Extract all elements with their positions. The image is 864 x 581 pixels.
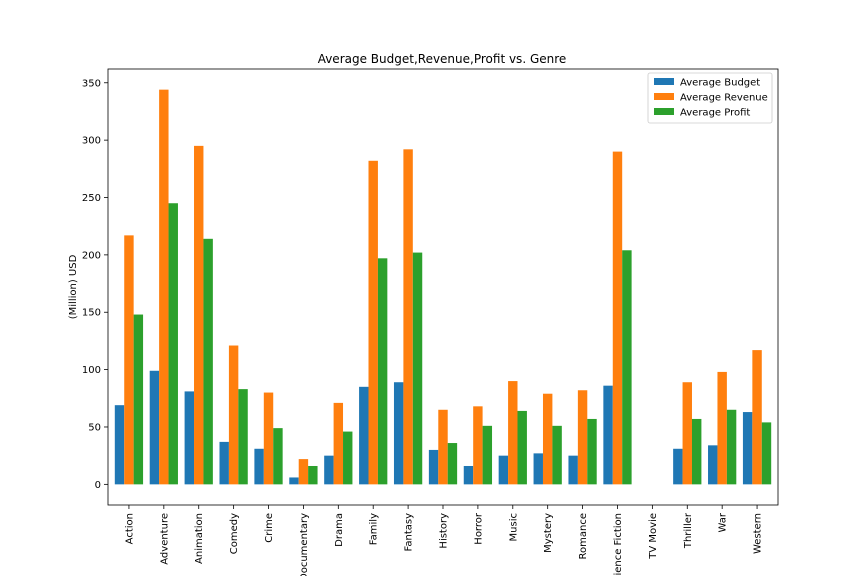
bar-romance-series-2	[577, 390, 588, 485]
bar-family-series-2	[368, 160, 378, 485]
bar-fantasy-series-3	[412, 252, 423, 485]
bar-music-series-3	[517, 410, 527, 485]
x-tick-label: History	[439, 513, 450, 549]
bar-history-series-1	[428, 449, 439, 485]
x-tick-label: Music	[508, 513, 519, 541]
bar-family-series-1	[359, 386, 369, 485]
bar-animation-series-3	[203, 238, 213, 485]
bar-action-series-1	[114, 405, 125, 485]
bar-fantasy-series-2	[403, 149, 413, 485]
x-tick-label: TV Movie	[648, 513, 659, 560]
bar-war-series-3	[726, 409, 737, 485]
bars-group	[114, 89, 772, 485]
legend-swatch	[654, 108, 674, 115]
legend-label: Average Budget	[680, 78, 760, 89]
legend: Average Budget Average Revenue Average Pro…	[647, 72, 773, 124]
x-tick-label: Mystery	[543, 513, 554, 553]
bar-mystery-series-2	[542, 393, 553, 485]
bar-western-series-2	[752, 350, 762, 485]
bar-history-series-3	[447, 443, 458, 485]
y-tick-label: 300	[82, 136, 101, 147]
bar-animation-series-1	[184, 391, 195, 485]
y-ticks-group: 0 50 100 150 200 250 300 350	[82, 78, 108, 491]
bar-western-series-1	[742, 412, 753, 485]
bar-history-series-2	[438, 409, 448, 485]
x-tick-label: Crime	[264, 513, 275, 543]
bar-science-fiction-series-1	[603, 385, 613, 485]
x-ticks-group: Action Adventure Animation Comedy Crime Docum…	[124, 505, 764, 581]
bar-action-series-2	[124, 235, 134, 485]
bar-documentary-series-3	[308, 465, 318, 485]
bar-documentary-series-1	[289, 477, 299, 485]
plot-frame	[107, 68, 779, 506]
x-tick-label: War	[718, 512, 729, 532]
bar-adventure-series-2	[159, 89, 169, 485]
y-tick-label: 350	[82, 78, 101, 89]
bar-horror-series-2	[473, 406, 483, 485]
bar-thriller-series-2	[682, 382, 692, 485]
x-tick-label: Science Fiction	[613, 513, 624, 576]
bar-comedy-series-2	[228, 345, 239, 485]
bar-thriller-series-3	[691, 418, 702, 485]
bar-adventure-series-1	[149, 370, 160, 485]
bar-mystery-series-3	[552, 425, 562, 485]
legend-label: Average Revenue	[680, 93, 768, 104]
x-tick-label: Thriller	[683, 512, 694, 549]
bar-comedy-series-1	[219, 441, 229, 485]
bar-music-series-1	[498, 455, 509, 485]
bar-science-fiction-series-3	[622, 250, 632, 485]
bar-mystery-series-1	[533, 453, 543, 485]
x-tick-label: Drama	[334, 513, 345, 547]
x-tick-label: Animation	[194, 513, 205, 564]
bar-drama-series-3	[343, 431, 353, 485]
y-tick-label: 50	[88, 422, 101, 433]
bar-drama-series-2	[333, 402, 344, 485]
y-tick-label: 250	[82, 193, 101, 204]
x-tick-label: Comedy	[229, 513, 240, 554]
bar-crime-series-1	[254, 448, 264, 485]
x-tick-label: Action	[124, 513, 135, 544]
x-tick-label: Fantasy	[404, 513, 415, 552]
y-tick-label: 0	[95, 480, 101, 491]
bar-action-series-3	[133, 314, 144, 485]
legend-swatch	[654, 93, 674, 100]
bar-music-series-2	[508, 381, 518, 485]
bar-horror-series-3	[482, 425, 493, 485]
legend-label: Average Profit	[680, 108, 750, 119]
bar-adventure-series-3	[168, 203, 178, 485]
y-tick-label: 150	[82, 308, 101, 319]
y-tick-label: 200	[82, 250, 101, 261]
bar-animation-series-2	[194, 145, 204, 485]
bar-war-series-2	[717, 371, 727, 485]
x-tick-label: Family	[369, 513, 380, 545]
bar-crime-series-3	[273, 428, 283, 485]
x-tick-label: Documentary	[299, 513, 310, 576]
y-tick-label: 100	[82, 365, 101, 376]
bar-romance-series-3	[587, 418, 597, 485]
bar-thriller-series-1	[673, 448, 683, 485]
x-tick-label: Horror	[473, 512, 484, 545]
bar-drama-series-1	[324, 455, 334, 485]
bar-fantasy-series-1	[393, 382, 404, 485]
bar-western-series-3	[761, 422, 772, 485]
x-tick-label: Western	[753, 513, 764, 554]
chart-title: Average Budget,Revenue,Profit vs. Genre	[318, 52, 567, 66]
x-tick-label: Adventure	[159, 513, 170, 565]
bar-science-fiction-series-2	[612, 151, 623, 485]
bar-family-series-3	[377, 258, 388, 485]
bar-comedy-series-3	[238, 389, 248, 485]
bar-crime-series-2	[263, 392, 274, 485]
y-axis-label: (Million) USD	[68, 254, 79, 319]
legend-box	[647, 72, 773, 124]
bar-documentary-series-2	[298, 459, 309, 485]
bar-horror-series-1	[463, 465, 474, 485]
bar-romance-series-1	[568, 455, 578, 485]
x-tick-label: Romance	[578, 513, 589, 559]
legend-swatch	[654, 78, 674, 85]
bar-war-series-1	[708, 445, 718, 485]
